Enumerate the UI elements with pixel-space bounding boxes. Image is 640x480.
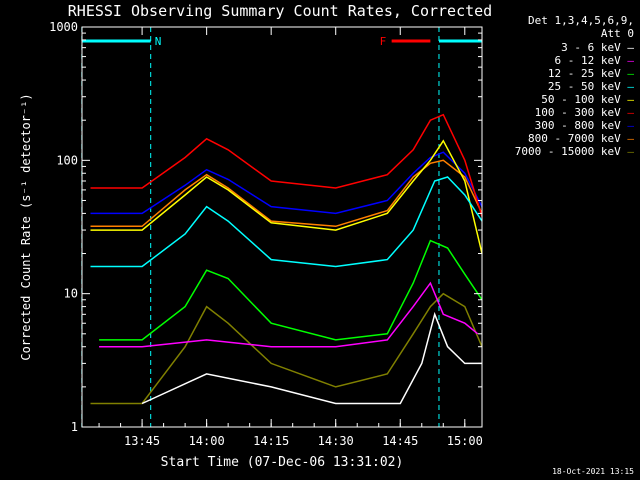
legend-entry: 7000 - 15000 keV — xyxy=(515,145,634,158)
series-line-6-12-keV xyxy=(99,281,479,348)
legend-label: 25 - 50 keV xyxy=(547,80,628,93)
x-tick-label: 14:30 xyxy=(318,434,354,448)
x-tick-label: 13:45 xyxy=(124,434,160,448)
series-line-300-800-keV xyxy=(90,151,483,215)
flag-label: F xyxy=(380,35,387,48)
legend-label: 12 - 25 keV xyxy=(547,67,628,80)
legend-entry: 800 - 7000 keV — xyxy=(528,132,634,145)
series-line-800-7000-keV xyxy=(90,159,483,228)
y-tick-label: 10 xyxy=(64,287,78,301)
legend-label: 6 - 12 keV xyxy=(554,54,628,67)
y-axis-label: Corrected Count Rate (s⁻¹ detector⁻¹) xyxy=(19,93,33,360)
series-line-50-100-keV xyxy=(90,139,483,254)
series-line-12-25-keV xyxy=(99,239,483,341)
x-tick-label: 14:00 xyxy=(189,434,225,448)
y-tick-label: 1000 xyxy=(49,20,78,34)
y-tick-label: 100 xyxy=(56,153,78,167)
legend-swatch: — xyxy=(627,119,634,132)
x-axis-label: Start Time (07-Dec-06 13:31:02) xyxy=(161,455,404,470)
series-line-7000-15000-keV xyxy=(90,292,483,405)
legend-swatch: — xyxy=(627,80,634,93)
legend-swatch: — xyxy=(627,54,634,67)
legend-entry: 12 - 25 keV — xyxy=(548,67,634,80)
legend-label: 800 - 7000 keV xyxy=(528,132,628,145)
series-line-3-6-keV xyxy=(141,311,482,405)
legend-swatch: — xyxy=(627,41,634,54)
legend-swatch: — xyxy=(627,93,634,106)
legend-swatch: — xyxy=(627,145,634,158)
legend-entry: 25 - 50 keV — xyxy=(548,80,634,93)
legend-label: 7000 - 15000 keV xyxy=(514,145,628,158)
legend-entry: 3 - 6 keV — xyxy=(561,41,634,54)
legend-swatch: — xyxy=(627,67,634,80)
legend-swatch: — xyxy=(627,132,634,145)
x-tick-label: 15:00 xyxy=(447,434,483,448)
y-tick-label: 1 xyxy=(71,420,78,434)
y-axis: 1 10 100 1000 xyxy=(49,20,482,434)
legend-label: 300 - 800 keV xyxy=(534,119,628,132)
series-line-100-300-keV xyxy=(90,113,483,217)
legend-label: 3 - 6 keV xyxy=(561,41,628,54)
series-line-25-50-keV xyxy=(90,176,483,268)
plot-frame xyxy=(81,26,483,428)
x-axis: 13:45 14:00 14:15 14:30 14:45 15:00 xyxy=(98,27,483,448)
legend-label: 50 - 100 keV xyxy=(541,93,628,106)
legend-header-line2: Att 0 xyxy=(600,27,634,40)
legend-label: 100 - 300 keV xyxy=(534,106,628,119)
x-tick-label: 14:15 xyxy=(253,434,289,448)
series-layer xyxy=(90,113,483,405)
legend-entry: 100 - 300 keV — xyxy=(535,106,634,119)
footer-timestamp: 18-Oct-2021 13:15 xyxy=(552,467,634,476)
legend-entry: 6 - 12 keV — xyxy=(555,54,634,67)
flag-label: N xyxy=(155,35,162,48)
legend-entry: 50 - 100 keV — xyxy=(541,93,634,106)
legend-swatch: — xyxy=(627,106,634,119)
legend-entry: 300 - 800 keV — xyxy=(535,119,634,132)
legend-header-line1: Det 1,3,4,5,6,9, xyxy=(528,14,634,27)
x-tick-label: 14:45 xyxy=(382,434,418,448)
chart-title: RHESSI Observing Summary Count Rates, Co… xyxy=(68,2,492,20)
